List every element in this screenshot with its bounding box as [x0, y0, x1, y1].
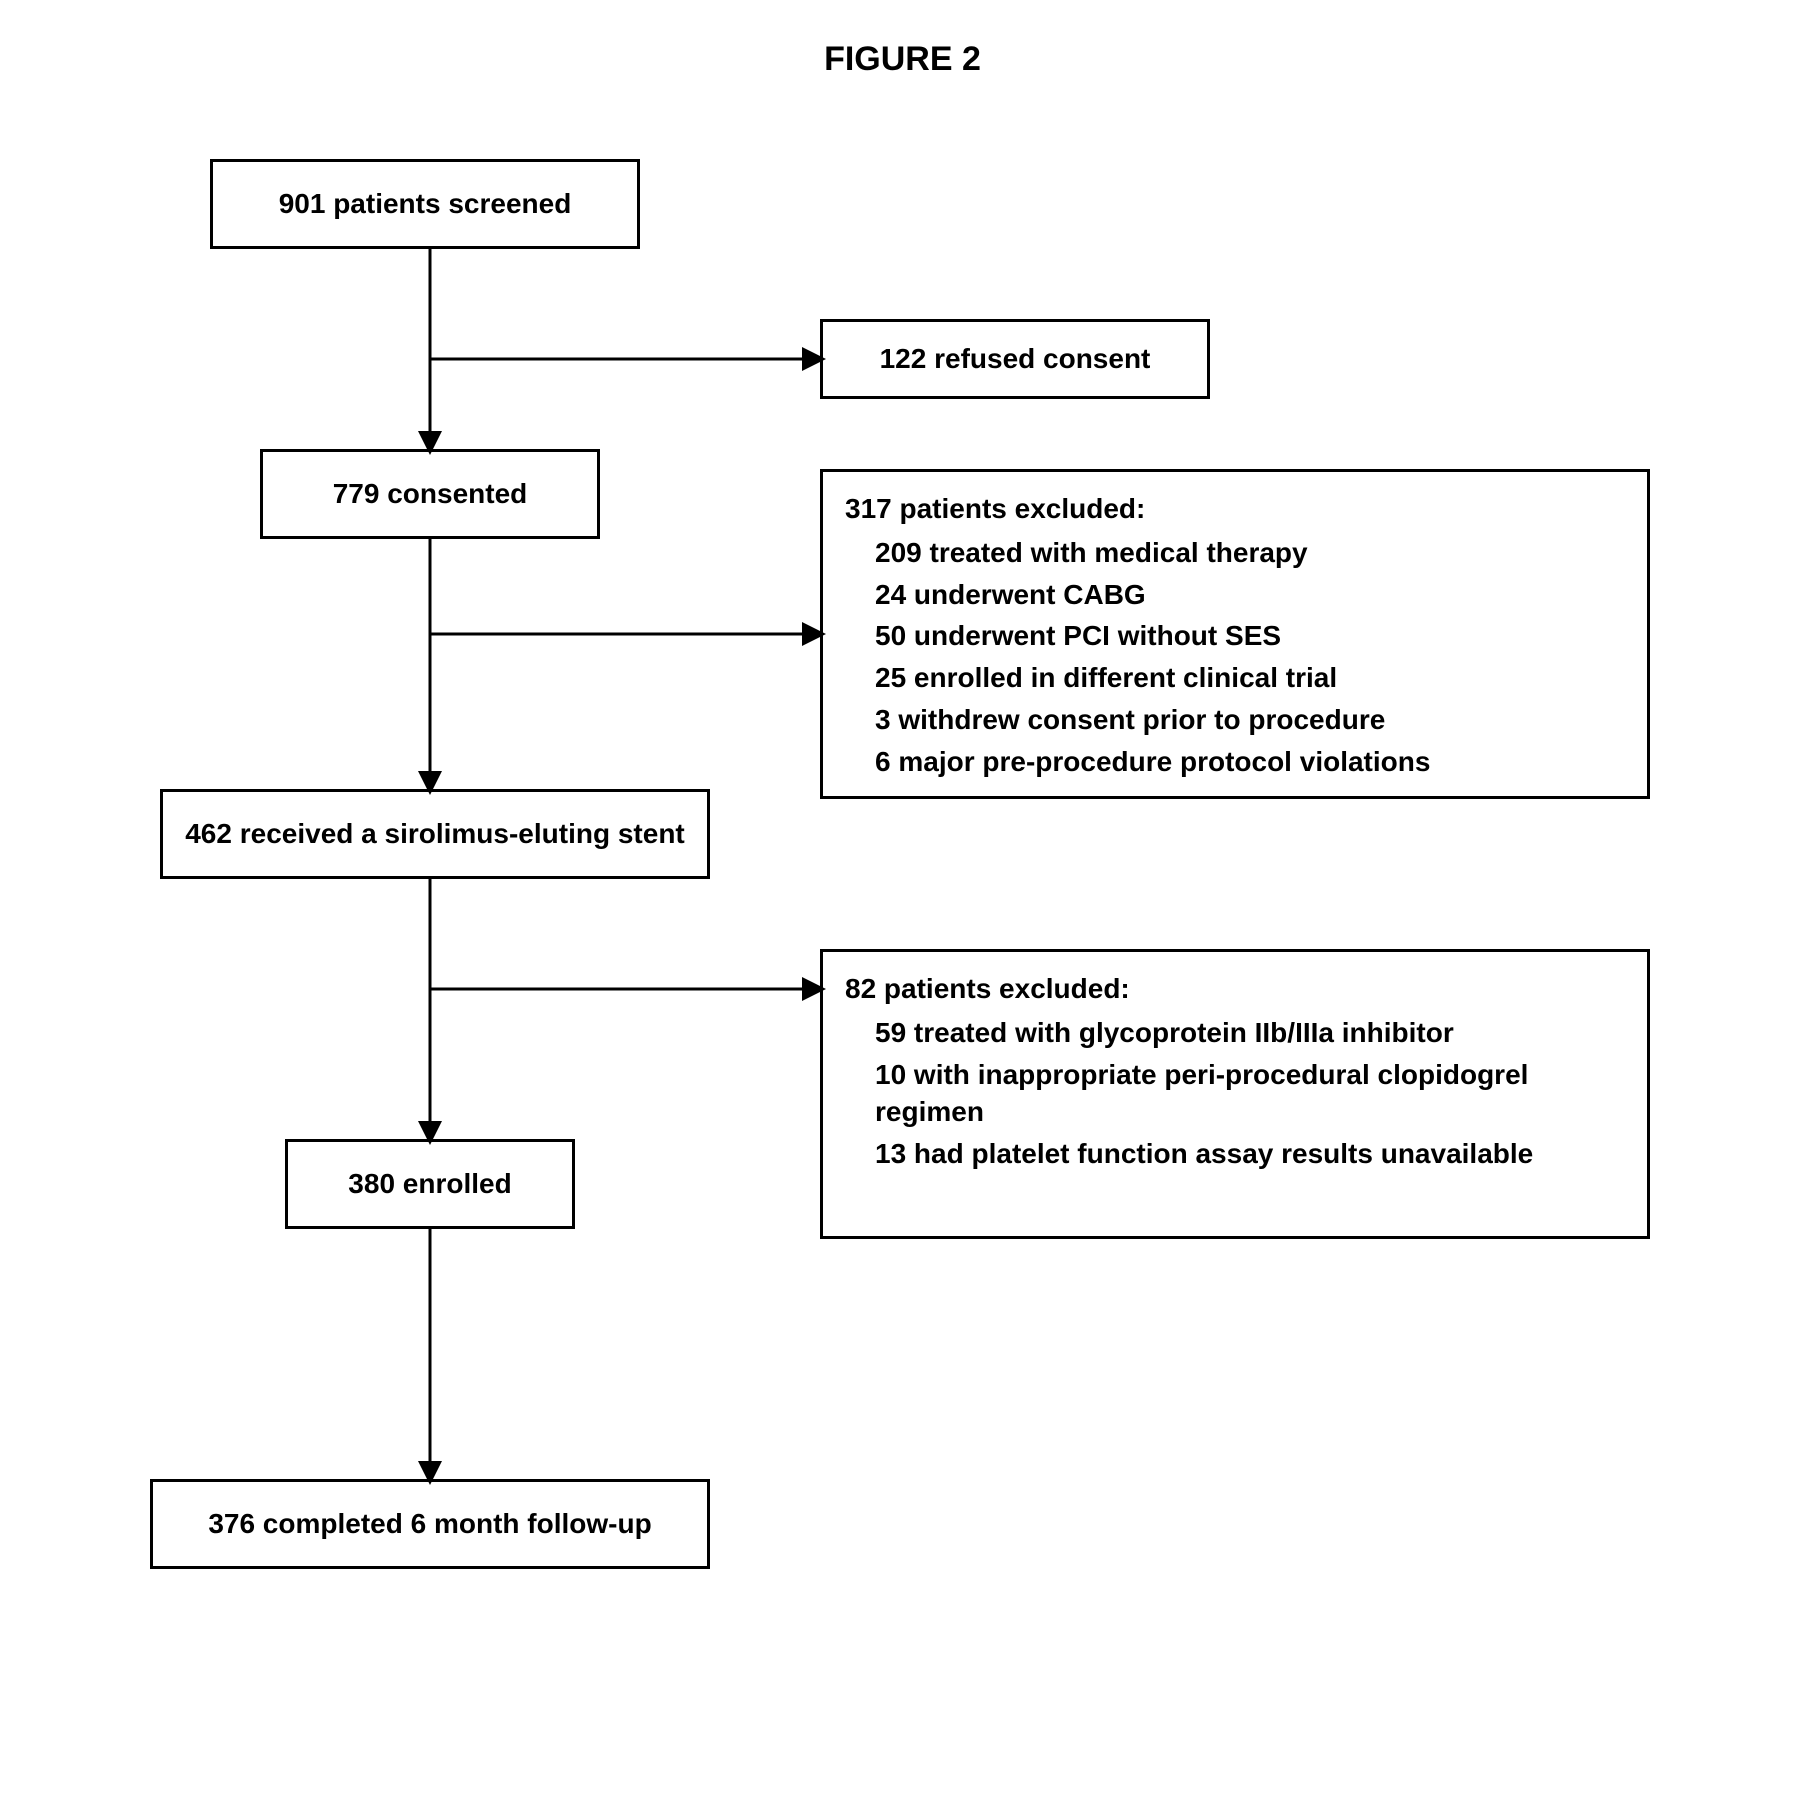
node-consented: 779 consented	[260, 449, 600, 539]
node-received-stent: 462 received a sirolimus-eluting stent	[160, 789, 710, 879]
excluded2-item: 10 with inappropriate peri-procedural cl…	[875, 1056, 1625, 1132]
excluded1-item: 3 withdrew consent prior to procedure	[875, 701, 1625, 739]
excluded1-item: 50 underwent PCI without SES	[875, 617, 1625, 655]
excluded2-item: 13 had platelet function assay results u…	[875, 1135, 1625, 1173]
excluded2-header: 82 patients excluded:	[845, 970, 1625, 1008]
excluded1-header: 317 patients excluded:	[845, 490, 1625, 528]
excluded1-item: 209 treated with medical therapy	[875, 534, 1625, 572]
node-screened: 901 patients screened	[210, 159, 640, 249]
excluded1-item: 6 major pre-procedure protocol violation…	[875, 743, 1625, 781]
node-refused-consent: 122 refused consent	[820, 319, 1210, 399]
node-completed-followup: 376 completed 6 month follow-up	[150, 1479, 710, 1569]
excluded2-item: 59 treated with glycoprotein IIb/IIIa in…	[875, 1014, 1625, 1052]
node-excluded-after-stent: 82 patients excluded: 59 treated with gl…	[820, 949, 1650, 1239]
excluded1-item: 25 enrolled in different clinical trial	[875, 659, 1625, 697]
node-excluded-after-consent: 317 patients excluded: 209 treated with …	[820, 469, 1650, 799]
figure-title: FIGURE 2	[60, 40, 1745, 79]
flowchart-container: 901 patients screened 122 refused consen…	[60, 159, 1720, 1679]
excluded1-item: 24 underwent CABG	[875, 576, 1625, 614]
node-enrolled: 380 enrolled	[285, 1139, 575, 1229]
